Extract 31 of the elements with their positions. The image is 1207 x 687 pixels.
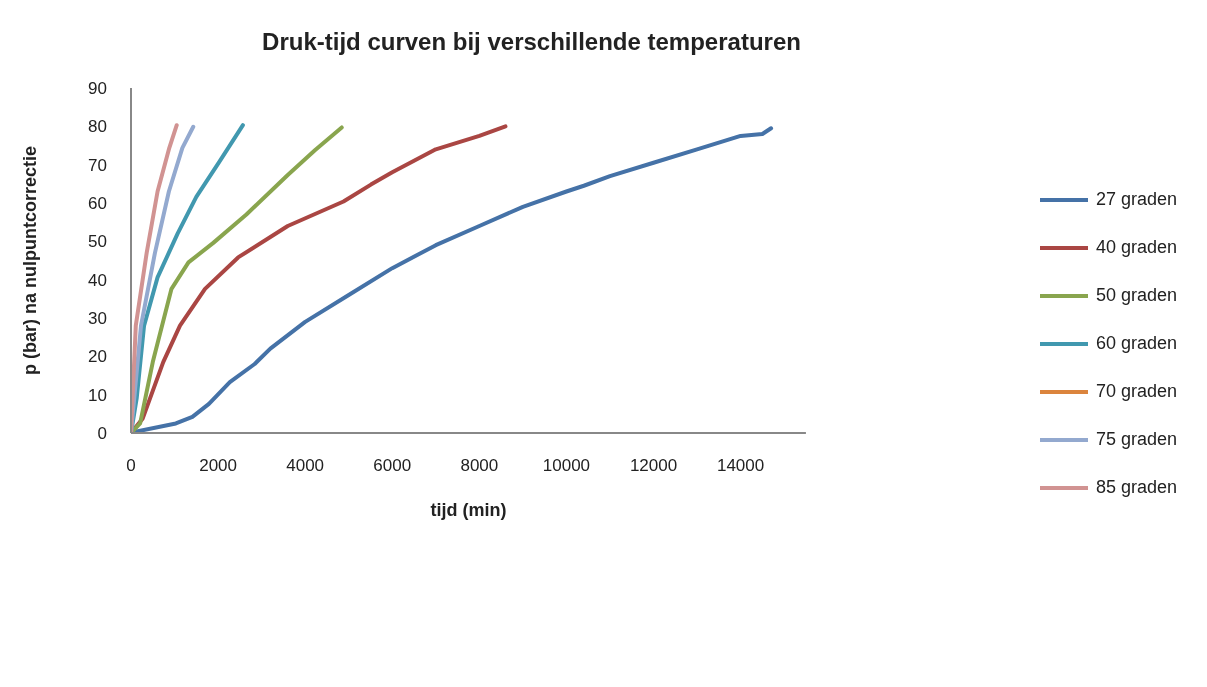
legend-label: 27 graden <box>1095 189 1177 210</box>
legend-label: 70 graden <box>1095 381 1177 402</box>
x-tick-label: 12000 <box>629 456 678 476</box>
line-series <box>131 125 344 433</box>
line-series <box>131 123 245 433</box>
y-tick-label: 10 <box>88 385 107 405</box>
legend-label: 60 graden <box>1095 333 1177 354</box>
x-tick-label: 10000 <box>542 456 591 476</box>
legend-label: 50 graden <box>1095 285 1177 306</box>
y-tick-label: 40 <box>88 270 107 290</box>
legend-label: 75 graden <box>1095 429 1177 450</box>
x-tick-label: 4000 <box>286 456 325 476</box>
x-tick-label: 6000 <box>373 456 412 476</box>
x-tick-label: 2000 <box>199 456 237 476</box>
x-axis-title: tijd (min) <box>430 499 507 520</box>
y-tick-label: 0 <box>97 424 107 444</box>
x-tick-label: 8000 <box>460 456 499 476</box>
y-tick-label: 50 <box>88 232 107 252</box>
y-tick-label: 70 <box>88 155 107 175</box>
legend-label: 85 graden <box>1095 477 1177 498</box>
y-tick-label: 80 <box>88 117 107 137</box>
y-tick-label: 20 <box>88 347 107 367</box>
y-tick-label: 60 <box>88 194 107 214</box>
y-tick-label: 90 <box>88 79 107 99</box>
y-axis-title: p (bar) na nulpuntcorrectie <box>20 145 41 376</box>
x-tick-label: 0 <box>126 456 136 476</box>
x-tick-label: 14000 <box>716 456 765 476</box>
y-tick-label: 30 <box>88 309 107 329</box>
chart-title: Druk-tijd curven bij verschillende temperaturen <box>261 28 802 56</box>
legend-label: 40 graden <box>1095 237 1177 258</box>
line-series <box>131 123 179 433</box>
